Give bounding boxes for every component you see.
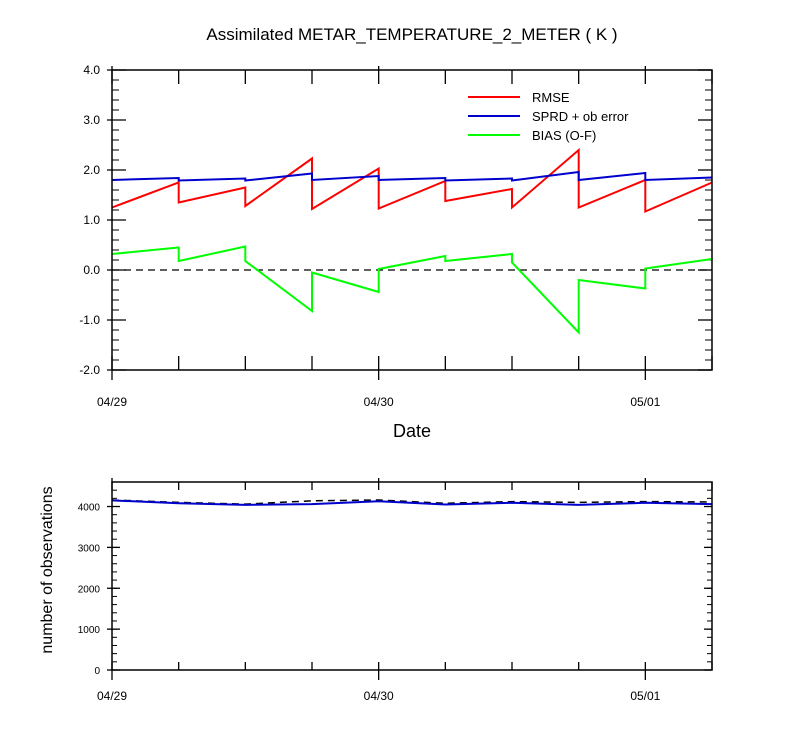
x-tick-label: 04/30 <box>364 689 394 703</box>
series-line-sprd-ob-error <box>111 170 713 182</box>
series-line-observations-assimilated <box>111 499 713 506</box>
x-tick-label: 05/01 <box>630 395 660 409</box>
y-axis-label: number of observations <box>39 486 56 653</box>
y-tick-label: 2000 <box>78 584 101 595</box>
y-tick-label: -2.0 <box>79 363 100 377</box>
x-tick-label: 04/29 <box>97 395 127 409</box>
y-tick-label: 1.0 <box>83 213 100 227</box>
series-line-rmse <box>111 147 713 214</box>
y-tick-label: -1.0 <box>79 313 100 327</box>
legend-label-sprd-ob-error: SPRD + ob error <box>532 109 629 124</box>
series-line-bias-o-f <box>111 245 713 335</box>
chart-title: Assimilated METAR_TEMPERATURE_2_METER ( … <box>206 25 617 44</box>
y-tick-label: 4.0 <box>83 63 100 77</box>
x-tick-label: 04/30 <box>364 395 394 409</box>
y-tick-label: 0.0 <box>83 263 100 277</box>
legend-label-bias-o-f: BIAS (O-F) <box>532 128 596 143</box>
plot-frame <box>111 69 713 371</box>
y-tick-label: 4000 <box>78 503 101 514</box>
y-tick-label: 1000 <box>78 625 101 636</box>
y-tick-label: 3000 <box>78 543 101 554</box>
y-tick-label: 3.0 <box>83 113 100 127</box>
x-tick-label: 04/29 <box>97 689 127 703</box>
y-tick-label: 2.0 <box>83 163 100 177</box>
legend-label-rmse: RMSE <box>532 90 570 105</box>
y-tick-label: 0 <box>94 666 100 677</box>
x-tick-label: 05/01 <box>630 689 660 703</box>
plot-frame <box>111 481 713 671</box>
x-axis-label: Date <box>393 421 431 441</box>
